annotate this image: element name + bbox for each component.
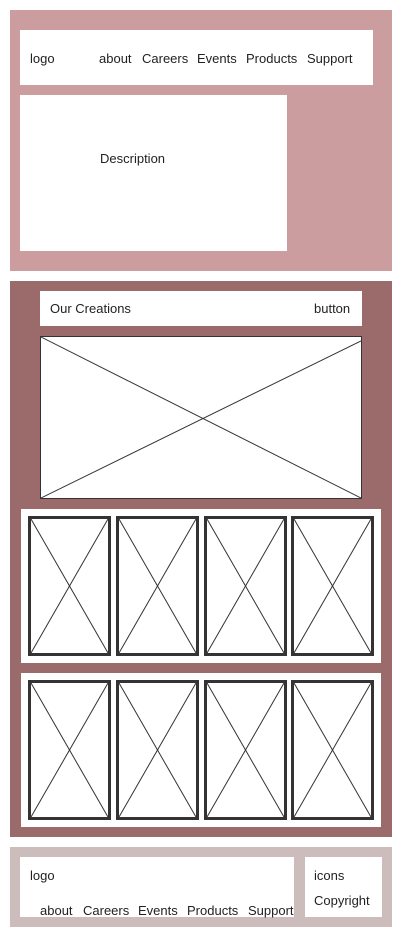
logo[interactable]: logo <box>30 51 55 66</box>
image-placeholder-icon <box>31 683 108 817</box>
image-placeholder-icon <box>294 519 371 653</box>
image-placeholder-icon <box>31 519 108 653</box>
gallery-item[interactable] <box>291 516 374 656</box>
image-placeholder-icon <box>207 683 284 817</box>
gallery-item[interactable] <box>204 516 287 656</box>
description-text: Description <box>100 151 166 166</box>
copyright-text: Copyright <box>314 893 370 908</box>
creations-title: Our Creations <box>50 301 131 316</box>
footer-link-careers[interactable]: Careers <box>83 903 130 918</box>
nav-link-support[interactable]: Support <box>307 51 353 66</box>
footer-link-events[interactable]: Events <box>138 903 178 918</box>
footer-link-products[interactable]: Products <box>187 903 239 918</box>
image-placeholder-icon <box>119 683 196 817</box>
gallery-item[interactable] <box>291 680 374 820</box>
nav-link-about[interactable]: about <box>99 51 132 66</box>
gallery-item[interactable] <box>204 680 287 820</box>
image-placeholder-icon <box>207 519 284 653</box>
gallery-item[interactable] <box>116 516 199 656</box>
footer-link-about[interactable]: about <box>40 903 73 918</box>
nav-link-events[interactable]: Events <box>197 51 237 66</box>
footer-info-panel: icons Copyright <box>305 857 382 917</box>
header-nav-bar: logo about Careers Events Products Suppo… <box>20 30 373 85</box>
gallery-item[interactable] <box>28 516 111 656</box>
creations-grid-row-2 <box>21 673 381 827</box>
gallery-item[interactable] <box>116 680 199 820</box>
nav-link-careers[interactable]: Careers <box>142 51 189 66</box>
footer-nav-panel: logo about Careers Events Products Suppo… <box>20 857 294 917</box>
social-icons[interactable]: icons <box>314 868 345 883</box>
description-panel: Description <box>20 95 287 251</box>
footer-link-support[interactable]: Support <box>248 903 294 918</box>
featured-image-placeholder <box>40 336 362 499</box>
gallery-item[interactable] <box>28 680 111 820</box>
image-placeholder-icon <box>119 519 196 653</box>
creations-header: Our Creations button <box>40 291 362 326</box>
image-placeholder-icon <box>294 683 371 817</box>
image-placeholder-icon <box>41 337 361 498</box>
nav-link-products[interactable]: Products <box>246 51 298 66</box>
creations-button[interactable]: button <box>314 301 351 316</box>
footer-logo[interactable]: logo <box>30 868 55 883</box>
creations-grid-row-1 <box>21 509 381 663</box>
